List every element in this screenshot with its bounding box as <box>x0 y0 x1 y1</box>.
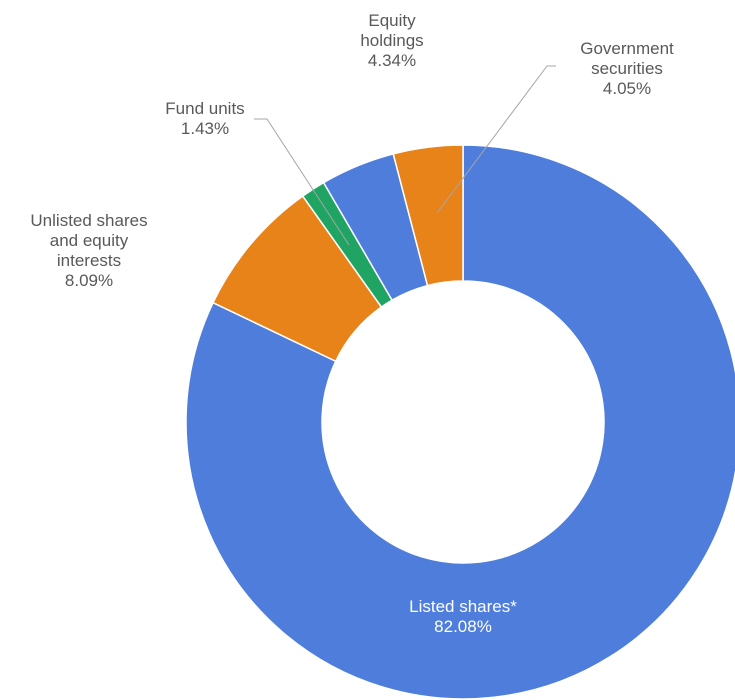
slice-name-label: interests <box>57 251 121 270</box>
slice-label-1: Unlisted shares and equity interests 8.09% <box>30 211 147 290</box>
slice-name-label: Fund units <box>165 99 244 118</box>
slice-name-label: and equity <box>50 231 129 250</box>
slice-name-label: securities <box>591 59 663 78</box>
slices-group <box>185 144 735 700</box>
slice-value-label: 8.09% <box>65 271 113 290</box>
slice-value-label: 1.43% <box>181 119 229 138</box>
slice-name-label: Unlisted shares <box>30 211 147 230</box>
slice-4 <box>392 144 464 287</box>
slice-label-0: Listed shares* 82.08% <box>409 597 517 636</box>
labels-group: Listed shares* 82.08% Unlisted shares and e… <box>30 11 674 636</box>
slice-value-label: 4.34% <box>368 51 416 70</box>
slice-name-label: Equity <box>368 11 416 30</box>
slice-name-label: Government <box>580 39 674 58</box>
slice-value-label: 4.05% <box>603 79 651 98</box>
slice-label-2: Fund units 1.43% <box>165 99 244 138</box>
slice-name-label: Listed shares* <box>409 597 517 616</box>
leader-line-2 <box>254 118 350 246</box>
slice-value-label: 82.08% <box>434 617 492 636</box>
slice-label-4: Government securities 4.05% <box>580 39 674 98</box>
leader-lines-group <box>254 65 556 246</box>
slice-name-label: holdings <box>360 31 423 50</box>
slice-label-3: Equity holdings 4.34% <box>360 11 423 70</box>
slice-0 <box>185 144 735 700</box>
leader-line-4 <box>436 65 556 214</box>
